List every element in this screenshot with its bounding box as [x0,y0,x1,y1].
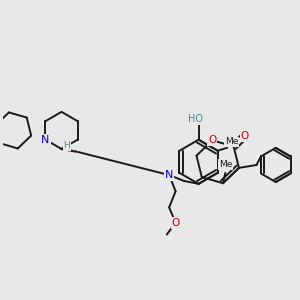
Text: HO: HO [188,114,202,124]
Text: O: O [172,218,180,228]
Text: Me: Me [225,137,239,146]
Text: N: N [41,135,50,145]
Text: O: O [241,131,249,141]
Text: O: O [208,135,217,145]
Text: N: N [165,170,173,180]
Text: Me: Me [219,160,232,169]
Text: H: H [64,141,70,150]
